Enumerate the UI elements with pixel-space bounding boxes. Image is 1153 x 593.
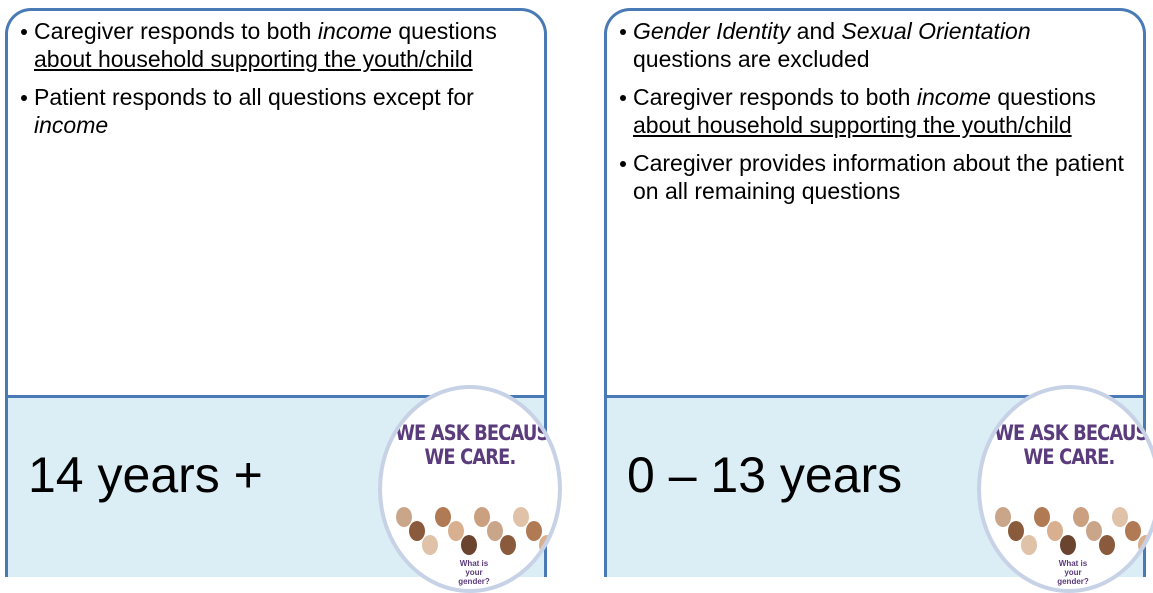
face <box>461 535 477 555</box>
bullet-text: about household supporting the youth/chi… <box>34 46 473 72</box>
bullet: Caregiver provides information about the… <box>619 149 1129 205</box>
bullet-dot <box>21 95 27 101</box>
bullet-dot <box>620 29 626 35</box>
bullet-text: income <box>34 112 108 138</box>
bullet-text: income <box>917 84 991 110</box>
bullet-list: Gender Identity and Sexual Orientation q… <box>607 11 1143 395</box>
bullet: Caregiver responds to both income questi… <box>619 83 1129 139</box>
face <box>995 507 1011 527</box>
bullet-text: Sexual Orientation <box>841 18 1030 44</box>
bullet-text: questions are excluded <box>633 46 870 72</box>
face <box>1086 521 1102 541</box>
badge-question: What is your gender? <box>1051 559 1095 586</box>
page: Caregiver responds to both income questi… <box>0 0 1153 593</box>
age-label: 0 – 13 years <box>627 446 902 504</box>
face <box>1021 535 1037 555</box>
face <box>1099 535 1115 555</box>
bullet-dot <box>620 161 626 167</box>
bullet-dot <box>21 29 27 35</box>
face <box>513 507 529 527</box>
bullet: Gender Identity and Sexual Orientation q… <box>619 17 1129 73</box>
bullet-text: Caregiver responds to both <box>34 18 318 44</box>
bullet-text: income <box>318 18 392 44</box>
face <box>1047 521 1063 541</box>
face <box>500 535 516 555</box>
bullet-text: about household supporting the youth/chi… <box>633 112 1072 138</box>
face <box>1073 507 1089 527</box>
face <box>1060 535 1076 555</box>
badge-headline: WE ASK BECAUSE <box>395 421 545 445</box>
face <box>1125 521 1141 541</box>
face <box>487 521 503 541</box>
bullet-dot <box>620 95 626 101</box>
bullet-text: and <box>790 18 841 44</box>
badge-subheadline: WE CARE. <box>395 445 545 469</box>
face <box>1008 521 1024 541</box>
face <box>435 507 451 527</box>
face <box>409 521 425 541</box>
bullet-list: Caregiver responds to both income questi… <box>8 11 544 395</box>
bullet-text: Caregiver provides information about the… <box>633 150 1124 204</box>
bullet-text: Caregiver responds to both <box>633 84 917 110</box>
face <box>1138 535 1153 555</box>
badge-headline: WE ASK BECAUSE <box>994 421 1144 445</box>
face <box>1112 507 1128 527</box>
face <box>422 535 438 555</box>
bullet-text: Gender Identity <box>633 18 790 44</box>
face <box>1034 507 1050 527</box>
badge-subheadline: WE CARE. <box>994 445 1144 469</box>
bullet-text: Patient responds to all questions except… <box>34 84 474 110</box>
face <box>474 507 490 527</box>
bullet: Caregiver responds to both income questi… <box>20 17 530 73</box>
face <box>526 521 542 541</box>
bullet: Patient responds to all questions except… <box>20 83 530 139</box>
bullet-text: questions <box>991 84 1096 110</box>
face <box>448 521 464 541</box>
face <box>396 507 412 527</box>
bullet-text: questions <box>392 18 497 44</box>
face <box>539 535 555 555</box>
age-label: 14 years + <box>28 446 263 504</box>
badge-question: What is your gender? <box>452 559 496 586</box>
